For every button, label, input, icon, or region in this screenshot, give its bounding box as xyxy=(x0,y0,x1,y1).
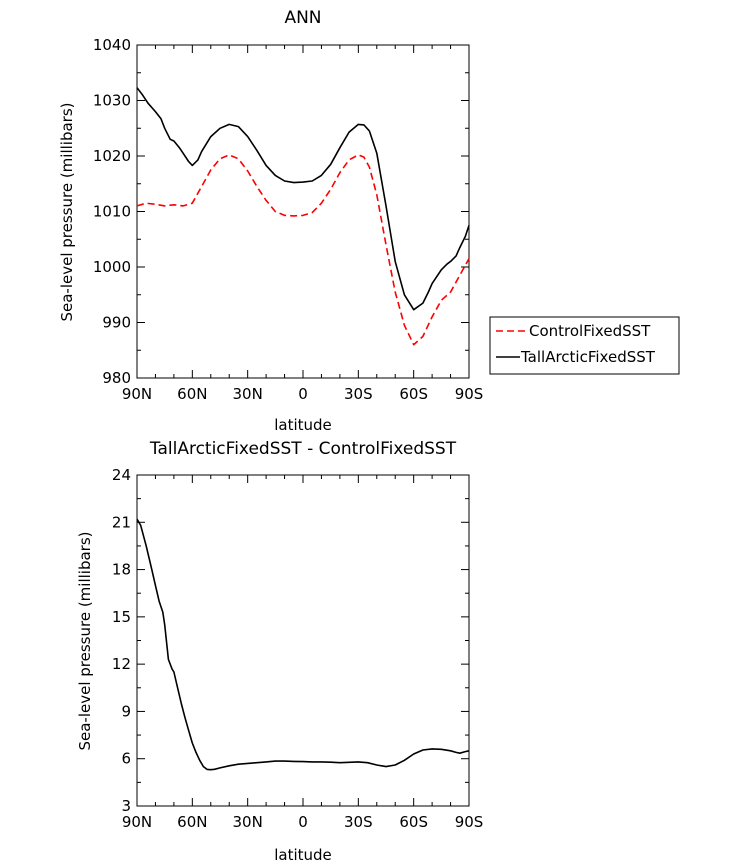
x-tick-label: 90N xyxy=(122,385,152,403)
x-tick-label: 60S xyxy=(399,813,428,831)
y-tick-label: 9 xyxy=(121,702,131,720)
y-tick-label: 15 xyxy=(112,608,131,626)
series-line-tallarcticfixedsst xyxy=(136,87,470,311)
y-tick-label: 18 xyxy=(112,561,131,579)
y-tick-label: 1010 xyxy=(93,203,131,221)
y-axis-label: Sea-level pressure (millibars) xyxy=(58,102,76,321)
x-tick-label: 90S xyxy=(455,385,484,403)
plot-frame xyxy=(136,44,470,379)
plot-area: 3 6 9 12 15 18 21 24 90N 60N 30N 0 30S 60S 90S xyxy=(112,466,483,831)
y-tick-label: 1030 xyxy=(93,92,131,110)
chart-title: ANN xyxy=(284,8,321,28)
y-tick-label: 24 xyxy=(112,466,131,484)
x-axis-label: latitude xyxy=(274,846,332,864)
x-tick-label: 30S xyxy=(344,385,373,403)
y-tick-label: 1000 xyxy=(93,258,131,276)
x-tick-label: 60N xyxy=(177,813,207,831)
legend-label-tallarctic: TallArcticFixedSST xyxy=(520,348,656,366)
y-tick-label: 1020 xyxy=(93,147,131,165)
legend: ControlFixedSST TallArcticFixedSST xyxy=(489,316,680,375)
plot-frame xyxy=(136,474,470,807)
series-line-difference xyxy=(136,518,470,771)
chart-top: ANN latitude Sea-level pressure (milliba… xyxy=(58,8,680,434)
x-tick-label: 90N xyxy=(122,813,152,831)
chart-bottom: TallArcticFixedSST - ControlFixedSST lat… xyxy=(76,439,483,864)
y-tick-label: 12 xyxy=(112,655,131,673)
x-tick-label: 30S xyxy=(344,813,373,831)
y-tick-label: 21 xyxy=(112,513,131,531)
legend-box xyxy=(489,316,680,375)
legend-label-control: ControlFixedSST xyxy=(529,322,651,340)
y-axis-label: Sea-level pressure (millibars) xyxy=(76,531,94,750)
x-tick-label: 30N xyxy=(233,385,263,403)
x-tick-label: 0 xyxy=(298,813,308,831)
x-tick-label: 0 xyxy=(298,385,308,403)
x-axis-label: latitude xyxy=(274,416,332,434)
plot-area: 980 990 1000 1010 1020 1030 1040 90N 60N 30N 0 30S 6… xyxy=(93,36,483,403)
x-tick-label: 60N xyxy=(177,385,207,403)
y-tick-label: 6 xyxy=(121,750,131,768)
y-tick-label: 1040 xyxy=(93,36,131,54)
x-tick-label: 90S xyxy=(455,813,484,831)
y-tick-label: 3 xyxy=(121,797,131,815)
y-tick-label: 990 xyxy=(102,314,131,332)
series-line-controlfixedsst xyxy=(136,154,470,346)
y-tick-label: 980 xyxy=(102,369,131,387)
chart-title: TallArcticFixedSST - ControlFixedSST xyxy=(149,439,457,459)
x-tick-label: 30N xyxy=(233,813,263,831)
x-tick-label: 60S xyxy=(399,385,428,403)
